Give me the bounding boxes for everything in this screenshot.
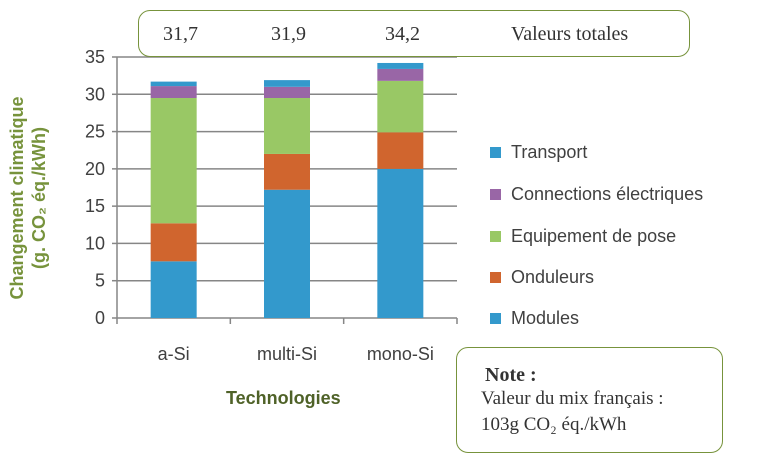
y-tick-label: 25	[85, 122, 105, 142]
legend-label: Equipement de pose	[511, 226, 677, 246]
y-tick-label: 10	[85, 233, 105, 253]
bar-segment-modules	[264, 189, 310, 318]
note-line2: 103g CO₂ éq./kWh	[481, 414, 627, 435]
y-axis-label: Changement climatique (g. CO₂ éq./kWh)	[6, 48, 50, 348]
legend-label: Onduleurs	[511, 267, 595, 287]
bar-segment-transport	[377, 62, 424, 69]
totals-box: 31,7 31,9 34,2 Valeurs totales	[138, 10, 690, 57]
x-tick-label: mono-Si	[367, 344, 434, 364]
total-a-si: 31,7	[163, 23, 198, 45]
bar-segment-connections-électriques	[264, 86, 310, 99]
legend-item: Transport	[490, 142, 587, 163]
bar-segment-connections-électriques	[150, 86, 197, 99]
legend-label: Connections électriques	[511, 184, 704, 204]
x-tick-label: a-Si	[158, 344, 190, 364]
bar-segment-onduleurs	[150, 223, 197, 262]
note-title: Note :	[485, 364, 537, 386]
y-tick-label: 15	[85, 196, 105, 216]
y-tick-label: 30	[85, 84, 105, 104]
bar-segment-onduleurs	[377, 132, 424, 169]
legend-swatch	[490, 189, 501, 200]
legend-item: Onduleurs	[490, 267, 594, 288]
bar-segment-modules	[150, 261, 197, 318]
total-multi-si: 31,9	[271, 23, 306, 45]
y-tick-label: 20	[85, 159, 105, 179]
bar-segment-equipement-de-pose	[264, 98, 310, 154]
x-tick-label: multi-Si	[257, 344, 317, 364]
bar-segment-equipement-de-pose	[377, 80, 424, 133]
bar-segment-modules	[377, 168, 424, 318]
x-axis-label: Technologies	[226, 388, 341, 408]
y-tick-label: 35	[85, 47, 105, 67]
legend-swatch	[490, 272, 501, 283]
bar-segment-transport	[150, 81, 197, 87]
legend-swatch	[490, 147, 501, 158]
bar-segment-onduleurs	[264, 153, 310, 190]
bar-segment-connections-électriques	[377, 68, 424, 81]
y-axis-label-line1: Changement climatique	[7, 96, 27, 300]
bar-segment-transport	[264, 80, 310, 87]
y-tick-label: 0	[95, 308, 105, 328]
bar-segment-equipement-de-pose	[150, 98, 197, 224]
legend-swatch	[490, 313, 501, 324]
y-tick-label: 5	[95, 271, 105, 291]
legend-swatch	[490, 231, 501, 242]
legend-item: Equipement de pose	[490, 226, 676, 247]
note-line1: Valeur du mix français :	[481, 388, 664, 409]
totals-label: Valeurs totales	[511, 23, 629, 45]
y-axis-label-line2: (g. CO₂ éq./kWh)	[29, 127, 49, 269]
legend-label: Transport	[511, 142, 588, 162]
legend-item: Connections électriques	[490, 184, 703, 205]
legend-item: Modules	[490, 308, 579, 329]
legend-label: Modules	[511, 308, 580, 328]
note-box: Note : Valeur du mix français : 103g CO₂…	[456, 347, 723, 453]
total-mono-si: 34,2	[385, 23, 420, 45]
